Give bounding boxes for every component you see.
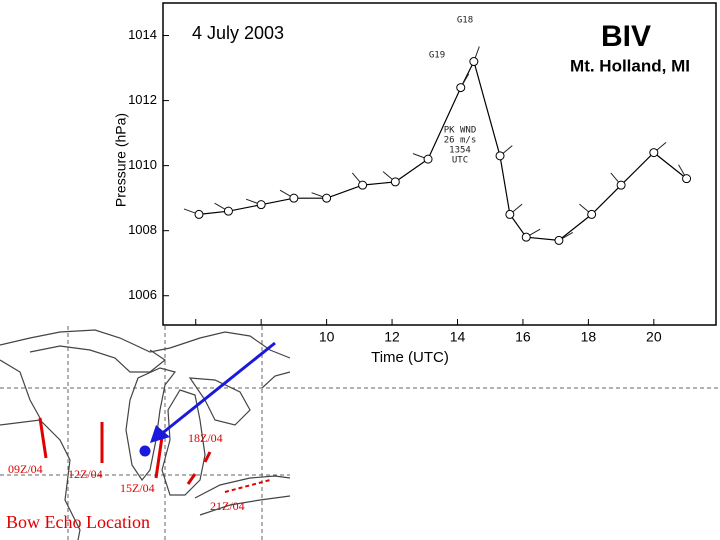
- x-axis-label: Time (UTC): [371, 349, 449, 366]
- station-marker: [358, 180, 368, 190]
- hand-annotation: G19: [429, 51, 445, 61]
- x-tick-label: 14: [450, 329, 466, 345]
- x-tick-label: 12: [384, 329, 400, 345]
- hand-annotation: G18: [457, 16, 473, 26]
- station-marker: [616, 180, 626, 190]
- x-tick-label: 18: [581, 329, 597, 345]
- station-marker: [256, 200, 266, 210]
- station-id: BIV: [601, 20, 651, 53]
- station-marker: [495, 151, 505, 161]
- hand-annotation: UTC: [452, 156, 468, 166]
- y-tick-label: 1012: [128, 92, 157, 107]
- y-tick-label: 1006: [128, 287, 157, 302]
- station-marker: [194, 209, 204, 219]
- map-label: 12Z/04: [68, 467, 103, 481]
- map-label: 15Z/04: [120, 481, 155, 495]
- map-background: [0, 326, 290, 540]
- station-marker: [521, 232, 531, 242]
- bow-echo-lines: [38, 417, 271, 493]
- map-label: 18Z/04: [188, 431, 223, 445]
- x-tick-label: 20: [646, 329, 662, 345]
- y-tick-label: 1008: [128, 222, 157, 237]
- plot-frame: [162, 2, 717, 326]
- map-label: 21Z/04: [210, 499, 245, 513]
- pressure-line: [198, 59, 687, 242]
- station-marker: [469, 57, 479, 67]
- station-marker: [390, 177, 400, 187]
- chart-title: 4 July 2003: [192, 23, 284, 43]
- station-marker: [505, 209, 515, 219]
- x-tick-label: 10: [319, 329, 335, 345]
- station-marker: [289, 193, 299, 203]
- station-marker: [423, 154, 433, 164]
- station-marker: [649, 148, 659, 158]
- station-marker: [554, 235, 564, 245]
- station-marker: [456, 83, 466, 93]
- station-location: Mt. Holland, MI: [570, 56, 690, 75]
- hand-annotation: 26 m/s: [444, 136, 477, 146]
- station-marker: [587, 209, 597, 219]
- arrow-shaft: [159, 341, 276, 437]
- station-marker: [682, 174, 692, 184]
- map-title: Bow Echo Location: [6, 512, 150, 532]
- map-inset: 09Z/04 12Z/04 15Z/04 18Z/04 21Z/04 Bow E…: [0, 326, 720, 540]
- station-dot: [139, 445, 151, 457]
- x-tick-label: 16: [515, 329, 531, 345]
- map-label: 09Z/04: [8, 462, 43, 476]
- y-axis-label: Pressure (hPa): [113, 113, 129, 207]
- hand-annotation: PK WND: [444, 126, 477, 136]
- station-marker: [223, 206, 233, 216]
- y-tick-label: 1014: [128, 27, 157, 42]
- arrow-head: [150, 425, 170, 443]
- y-tick-label: 1010: [128, 157, 157, 172]
- hand-annotation: 1354: [449, 146, 471, 156]
- station-marker: [322, 193, 332, 203]
